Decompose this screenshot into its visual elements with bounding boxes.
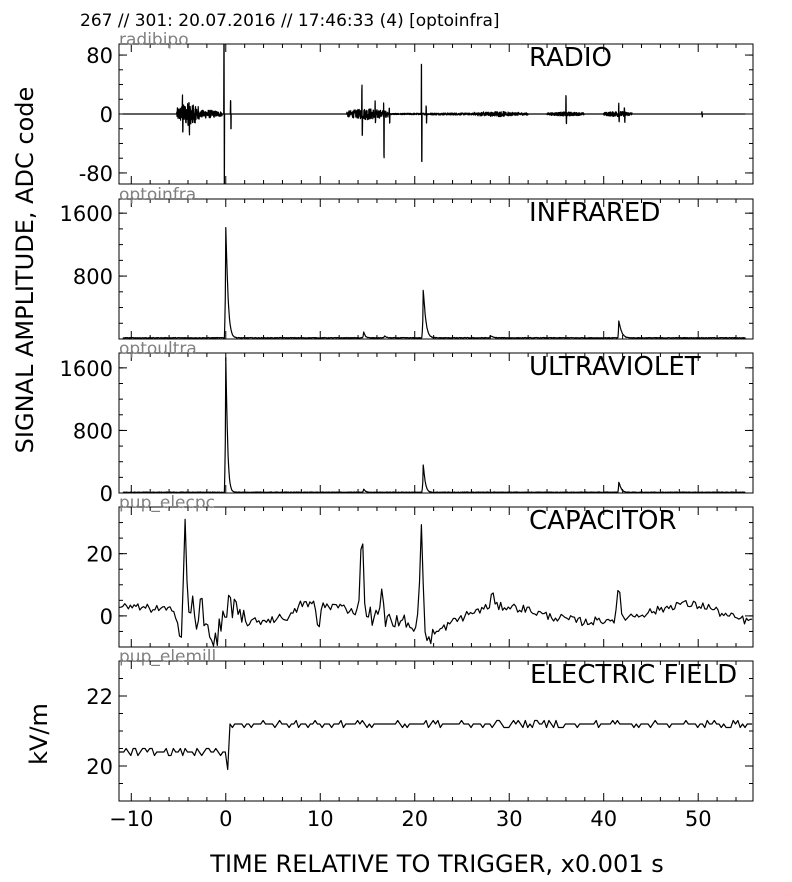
radio-ytick-label: 0 (100, 103, 113, 127)
x-tick-label: 10 (307, 807, 334, 831)
ultraviolet-frame (118, 352, 754, 494)
panel-electric-field: 22 20 ELECTRIC FIELD pup_elemill (86, 647, 754, 802)
infrared-ytick-label: 1600 (60, 202, 113, 226)
radio-ytick-label: 80 (86, 44, 113, 68)
x-tick-label: 40 (590, 807, 617, 831)
panel-infrared: 1600 800 INFRARED optoinfra (60, 185, 754, 340)
ultraviolet-ytick-label: 0 (100, 482, 113, 506)
x-tick-label: −10 (109, 807, 153, 831)
capacitor-ytick-label: 0 (100, 605, 113, 629)
panels-group: 800-80RADIOradibipo1600800INFRAREDoptoin… (60, 30, 754, 831)
electric-field-ytick-label: 22 (86, 685, 113, 709)
panel-capacitor: 20 0 CAPACITOR pup_elecpc (86, 493, 754, 648)
ultraviolet-title: ULTRAVIOLET (529, 352, 701, 382)
x-tick-label: 50 (685, 807, 712, 831)
radio-ytick-label: -80 (79, 162, 113, 186)
infrared-ytick-label: 800 (73, 265, 113, 289)
ultraviolet-source-label: optoultra (119, 339, 197, 359)
electric-field-title: ELECTRIC FIELD (530, 660, 737, 690)
header-title: 267 // 301: 20.07.2016 // 17:46:33 (4) [… (80, 11, 500, 31)
ultraviolet-ytick-label: 800 (73, 419, 113, 443)
infrared-source-label: optoinfra (119, 185, 196, 205)
y-axis-title-field: kV/m (25, 703, 53, 765)
capacitor-trace (119, 518, 753, 647)
capacitor-ytick-label: 20 (86, 543, 113, 567)
y-axis-title-signal: SIGNAL AMPLITUDE, ADC code (11, 87, 39, 454)
radio-title: RADIO (529, 43, 612, 73)
x-axis-title: TIME RELATIVE TO TRIGGER, x0.001 s (209, 850, 663, 878)
electric-field-ytick-label: 20 (86, 755, 113, 779)
x-tick-label: 0 (219, 807, 232, 831)
capacitor-source-label: pup_elecpc (119, 493, 215, 513)
infrared-frame (118, 198, 754, 340)
radio-source-label: radibipo (119, 30, 189, 50)
panel-radio: 80 0 -80 RADIO radibipo (79, 30, 754, 186)
electric-field-source-label: pup_elemill (119, 647, 216, 667)
ultraviolet-ytick-label: 1600 (60, 357, 113, 381)
infrared-title: INFRARED (529, 198, 660, 228)
electric-field-trace (119, 719, 753, 771)
infrared-trace (122, 227, 746, 339)
capacitor-title: CAPACITOR (529, 506, 677, 536)
x-tick-label: 30 (496, 807, 523, 831)
capacitor-frame (118, 506, 754, 648)
x-tick-label: 20 (401, 807, 428, 831)
panel-ultraviolet: 1600 800 0 ULTRAVIOLET optoultra (60, 339, 754, 506)
radio-trace (122, 44, 746, 184)
